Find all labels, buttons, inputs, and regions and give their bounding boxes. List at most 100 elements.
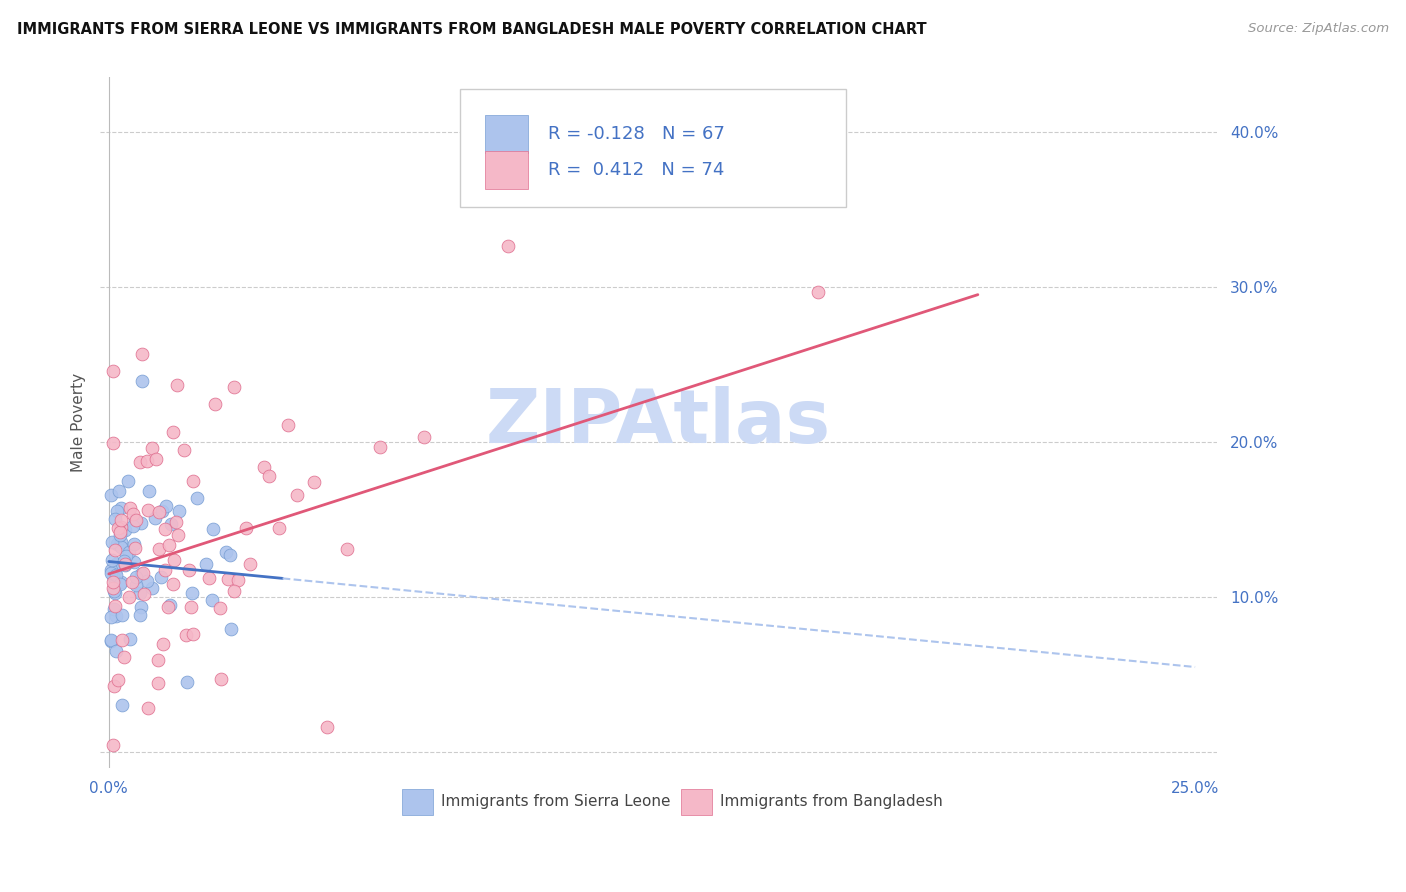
Point (110, 575, 132, 590)
Point (124, 513, 146, 527)
Point (138, 502, 160, 516)
Point (239, 557, 262, 571)
Point (129, 566, 152, 581)
Point (121, 574, 143, 589)
Point (277, 418, 299, 433)
FancyBboxPatch shape (485, 152, 527, 189)
Point (181, 586, 204, 600)
Point (302, 475, 325, 489)
Point (101, 738, 124, 752)
Point (115, 549, 138, 563)
Point (100, 566, 122, 580)
Point (215, 545, 238, 559)
Point (155, 499, 177, 513)
Point (104, 586, 127, 600)
Point (104, 557, 127, 571)
Point (114, 557, 136, 571)
Point (110, 540, 132, 554)
Point (108, 484, 131, 499)
Point (496, 239, 519, 253)
Point (121, 519, 143, 533)
Point (201, 593, 224, 607)
Point (167, 527, 190, 541)
Point (104, 564, 127, 578)
Point (150, 504, 173, 518)
Point (131, 374, 153, 388)
Point (118, 590, 141, 604)
Point (124, 541, 146, 556)
Point (807, 285, 830, 299)
Point (165, 515, 187, 529)
Point (163, 552, 186, 566)
Point (143, 511, 166, 525)
Point (104, 512, 127, 526)
Point (104, 543, 127, 558)
Point (120, 501, 142, 516)
Point (122, 508, 145, 522)
Point (110, 519, 132, 533)
Point (316, 721, 339, 735)
Point (138, 484, 160, 499)
Point (148, 541, 170, 556)
Point (224, 583, 246, 598)
Point (149, 570, 172, 584)
Point (159, 598, 181, 612)
Point (153, 523, 176, 537)
Point (105, 504, 128, 518)
Point (198, 571, 221, 585)
Point (101, 535, 124, 549)
Point (129, 516, 152, 530)
FancyBboxPatch shape (485, 115, 527, 153)
Text: IMMIGRANTS FROM SIERRA LEONE VS IMMIGRANTS FROM BANGLADESH MALE POVERTY CORRELAT: IMMIGRANTS FROM SIERRA LEONE VS IMMIGRAN… (17, 22, 927, 37)
Text: Immigrants from Sierra Leone: Immigrants from Sierra Leone (440, 794, 671, 809)
Point (129, 608, 152, 623)
Point (100, 633, 122, 648)
Point (181, 626, 204, 640)
Point (209, 672, 232, 686)
Point (141, 441, 163, 455)
Point (129, 455, 152, 469)
Point (111, 607, 134, 622)
Point (176, 675, 198, 690)
Point (112, 554, 135, 568)
Point (104, 599, 127, 614)
Point (108, 525, 131, 540)
Point (269, 521, 291, 535)
Point (131, 600, 153, 615)
Point (104, 568, 127, 582)
Point (208, 601, 231, 615)
Point (157, 538, 180, 552)
Point (226, 573, 249, 587)
Point (177, 562, 200, 576)
Point (253, 459, 276, 474)
Point (146, 676, 169, 690)
Point (103, 679, 125, 693)
FancyBboxPatch shape (460, 89, 846, 207)
Point (131, 346, 153, 360)
Point (100, 610, 122, 624)
Point (118, 545, 141, 559)
Point (155, 563, 177, 577)
Point (112, 649, 135, 664)
Point (105, 643, 128, 657)
Y-axis label: Male Poverty: Male Poverty (72, 373, 86, 472)
Point (336, 542, 359, 557)
Point (166, 377, 188, 392)
Point (219, 622, 242, 636)
Point (107, 521, 129, 535)
Point (114, 523, 136, 537)
Point (103, 569, 125, 583)
Point (160, 517, 183, 532)
Point (145, 451, 167, 466)
Point (148, 505, 170, 519)
Point (117, 474, 139, 488)
Point (124, 537, 146, 551)
Point (173, 443, 195, 458)
Point (219, 549, 242, 563)
Point (162, 425, 184, 440)
FancyBboxPatch shape (402, 789, 433, 814)
Point (287, 488, 309, 502)
Point (136, 453, 159, 467)
Point (156, 599, 179, 614)
Point (162, 577, 184, 591)
